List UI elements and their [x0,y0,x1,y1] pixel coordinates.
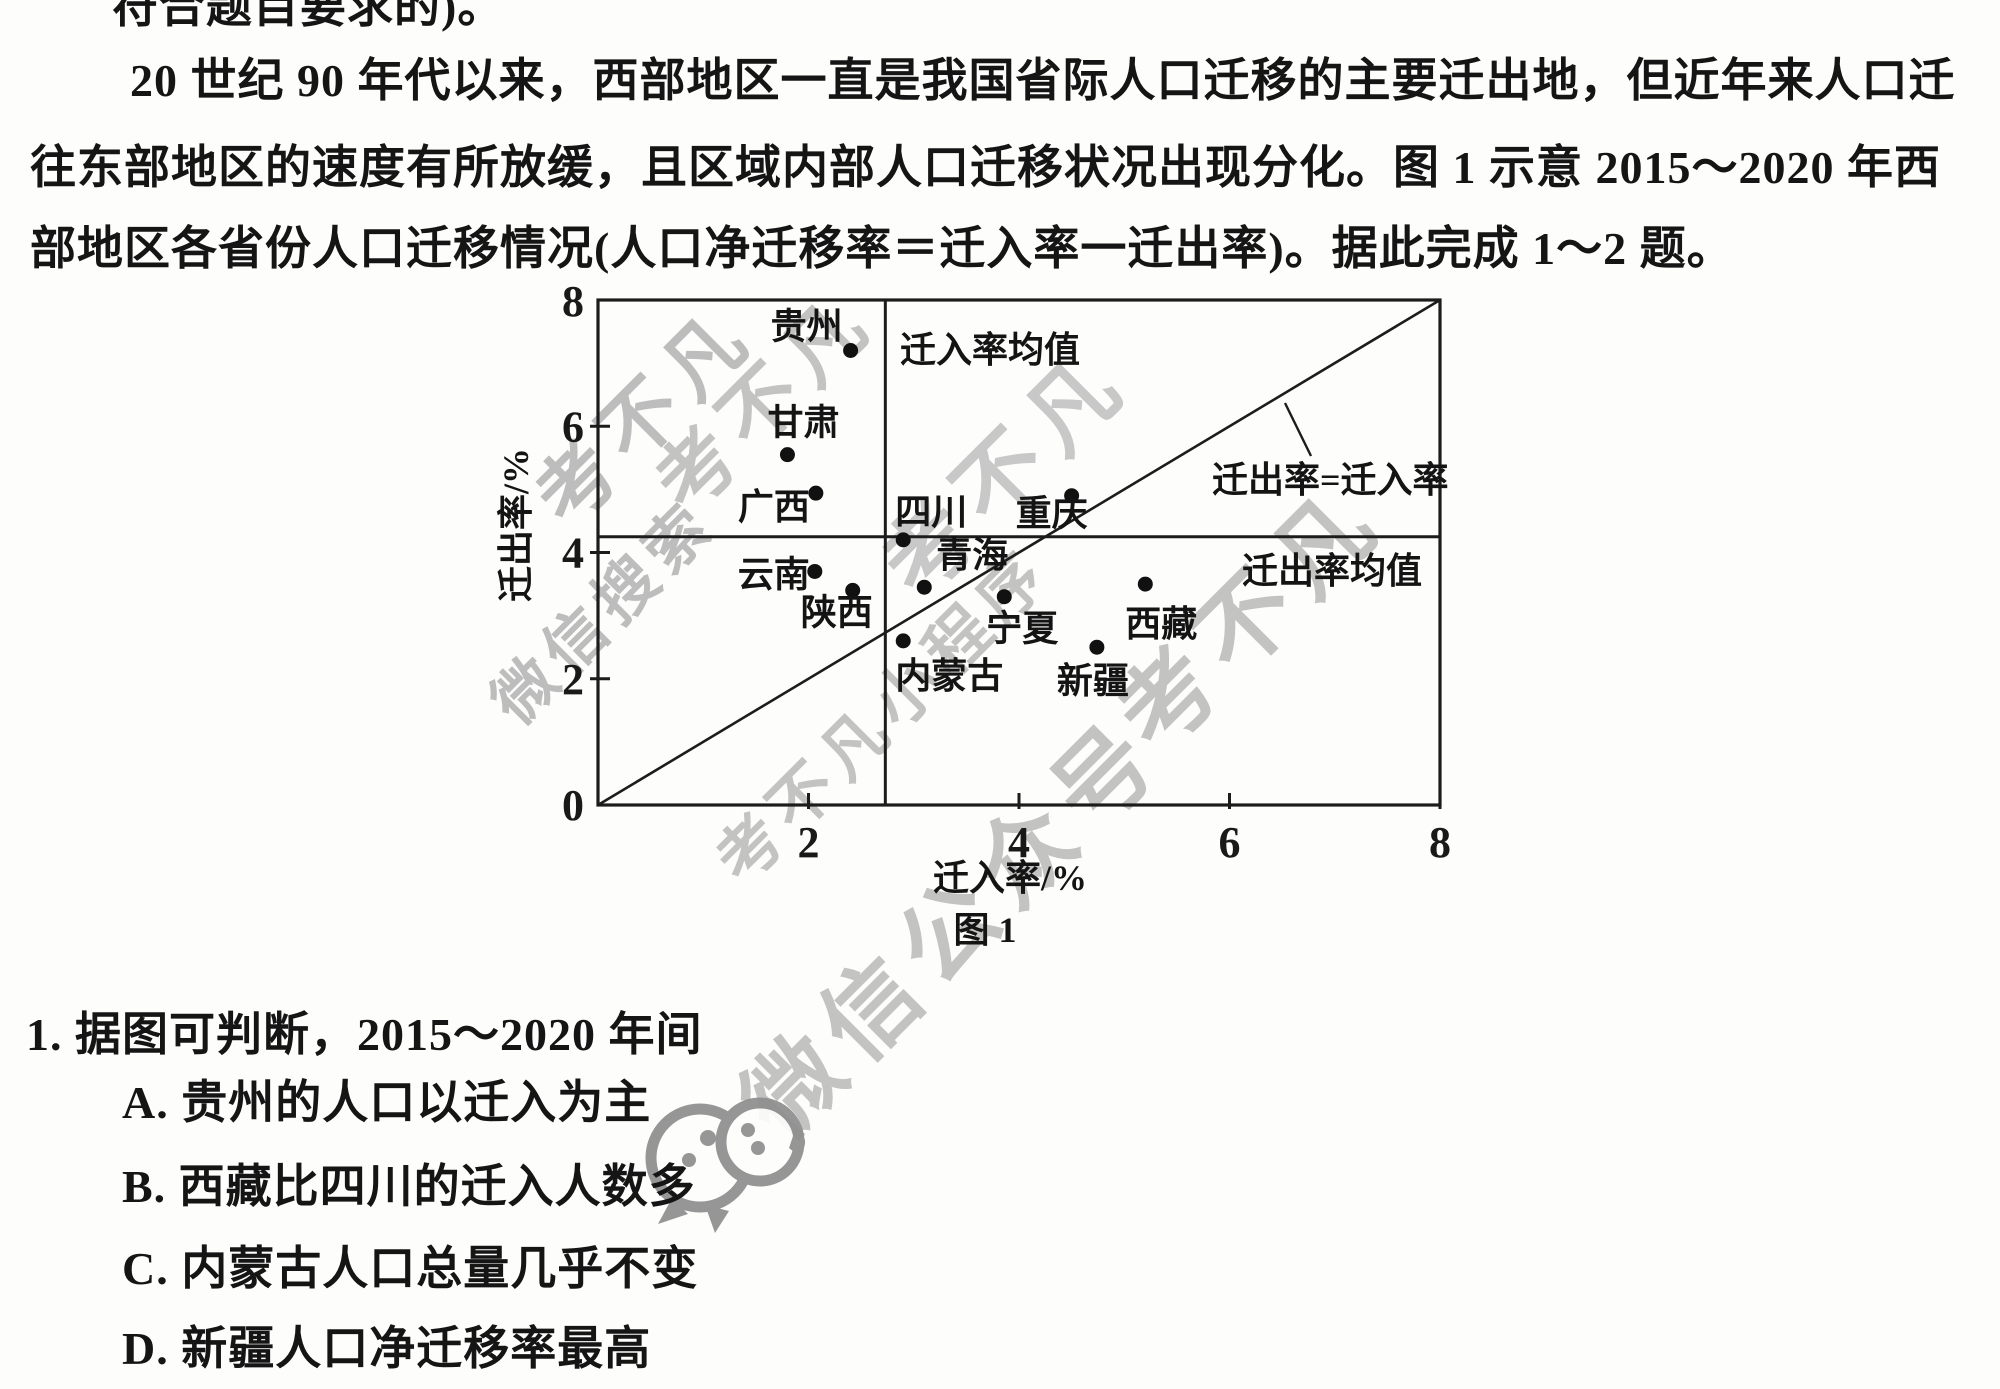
y-tick-label: 0 [562,781,584,830]
x-tick-label: 4 [1008,818,1030,867]
data-point-label-陕西: 陕西 [801,592,873,632]
question-1-option-a: A. 贵州的人口以迁入为主 [122,1077,652,1128]
question-1-option-d: D. 新疆人口净迁移率最高 [122,1323,652,1374]
question-1-option-b: B. 西藏比四川的迁入人数多 [122,1161,696,1212]
data-point-label-新疆: 新疆 [1057,661,1129,701]
figure-caption: 图 1 [953,910,1016,950]
y-tick-label: 6 [562,402,584,451]
y-tick-label: 2 [562,655,584,704]
mean-outmigration-label: 迁出率均值 [1242,551,1422,591]
data-point-内蒙古 [895,633,911,649]
y-tick-label: 4 [562,529,584,578]
data-point-label-四川: 四川 [895,492,967,532]
question-1-option-c: C. 内蒙古人口总量几乎不变 [122,1243,699,1294]
mascot-eye [741,1123,755,1137]
data-point-四川 [895,532,911,548]
data-point-陕西 [845,582,861,598]
x-tick-label: 8 [1429,818,1451,867]
data-point-青海 [916,579,932,595]
x-axis-title: 迁入率/% [933,858,1087,898]
data-point-label-青海: 青海 [936,535,1008,575]
y-tick-label: 8 [562,277,584,326]
data-point-甘肃 [779,447,795,463]
diagonal-line [597,298,1441,807]
data-point-label-云南: 云南 [738,554,810,594]
mascot-eye [682,1153,696,1167]
diagonal-label: 迁出率=迁入率 [1212,460,1449,500]
mascot-eye [751,1141,765,1155]
data-point-广西 [808,485,824,501]
data-point-label-西藏: 西藏 [1125,604,1197,644]
x-tick-label: 6 [1219,818,1241,867]
question-1-stem: 1. 据图可判断，2015～2020 年间 [26,1009,703,1060]
data-point-重庆 [1064,488,1080,504]
intro-line-1: 20 世纪 90 年代以来，西部地区一直是我国省际人口迁移的主要迁出地，但近年来… [130,55,1956,106]
data-point-西藏 [1137,576,1153,592]
mascot-eye [700,1130,716,1146]
data-point-label-重庆: 重庆 [1016,494,1088,534]
mascot-bottom-tail [705,1205,729,1233]
diagonal-label-leader [1283,402,1313,457]
data-point-云南 [807,563,823,579]
y-axis-title: 迁出率/% [496,448,536,602]
top-partial-instruction: 符合题目要求的)。 [112,0,505,32]
data-point-label-内蒙古: 内蒙古 [895,656,1003,696]
mascot-big-bubble-tail [658,1198,688,1224]
x-tick-label: 2 [798,818,820,867]
data-point-label-甘肃: 甘肃 [767,403,839,443]
intro-line-3: 部地区各省份人口迁移情况(人口净迁移率＝迁入率一迁出率)。据此完成 1～2 题。 [30,223,1734,274]
mean-inmigration-label: 迁入率均值 [900,330,1080,370]
mascot-small-bubble-beak [789,1130,806,1156]
data-point-label-贵州: 贵州 [771,307,843,347]
data-point-新疆 [1089,639,1105,655]
data-point-label-宁夏: 宁夏 [986,609,1059,649]
data-point-宁夏 [996,589,1012,605]
data-point-label-广西: 广西 [738,487,810,527]
data-point-贵州 [843,343,859,358]
intro-line-2: 往东部地区的速度有所放缓，且区域内部人口迁移状况出现分化。图 1 示意 2015… [30,142,1941,193]
